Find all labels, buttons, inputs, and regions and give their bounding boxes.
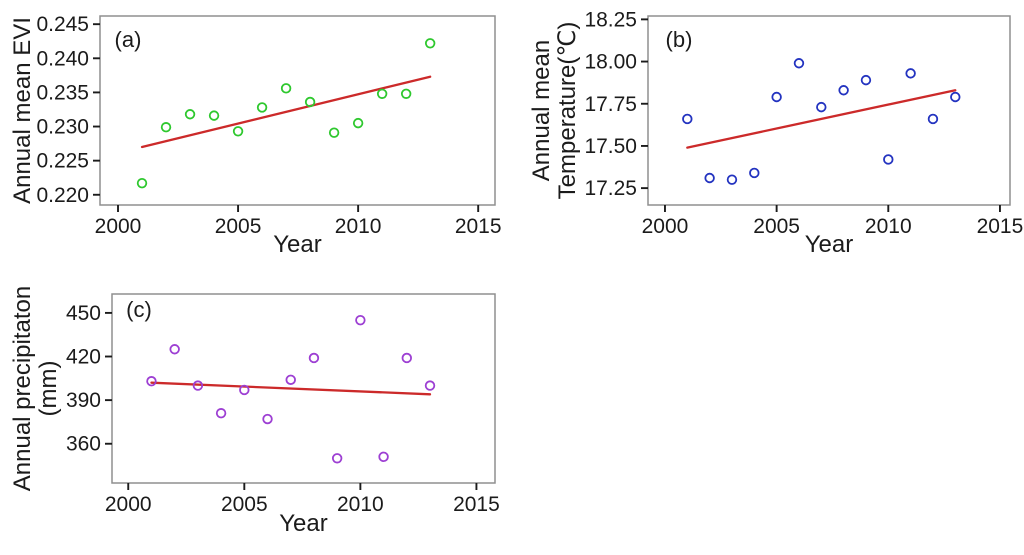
data-point bbox=[793, 58, 805, 69]
y-tick-label: 0.220 bbox=[36, 184, 89, 207]
x-tick-label: 2015 bbox=[977, 215, 1024, 238]
data-point bbox=[239, 384, 250, 396]
panel-label: (c) bbox=[126, 297, 152, 322]
data-point bbox=[927, 113, 939, 125]
y-tick-label: 360 bbox=[66, 433, 101, 456]
scatter-chart-b: 2000 2005 2010 2015 17.25 17.50 17.75 18.00 18.2… bbox=[528, 8, 1024, 258]
y-axis-label: Temperature(℃) bbox=[554, 22, 581, 200]
data-point bbox=[285, 374, 296, 385]
y-axis-label: Annual mean EVI bbox=[9, 17, 36, 204]
x-axis-label: Year bbox=[279, 510, 328, 537]
y-tick-label: 18.00 bbox=[584, 51, 637, 74]
x-tick-label: 2010 bbox=[337, 493, 384, 516]
y-tick-label: 18.25 bbox=[584, 8, 637, 31]
y-tick-label: 390 bbox=[66, 389, 101, 412]
y-tick-label: 0.225 bbox=[36, 150, 89, 173]
x-tick-label: 2015 bbox=[455, 215, 502, 238]
x-tick-label: 2010 bbox=[335, 215, 382, 238]
y-axis-label: (mm) bbox=[35, 361, 62, 417]
panel-label: (b) bbox=[666, 27, 693, 52]
data-point bbox=[378, 451, 389, 463]
data-point bbox=[169, 344, 180, 355]
data-point bbox=[883, 154, 894, 165]
x-tick-label: 2010 bbox=[865, 215, 912, 238]
plot-border bbox=[647, 15, 1011, 206]
x-tick-label: 2005 bbox=[221, 493, 268, 516]
data-point bbox=[192, 380, 204, 391]
scatter-chart-a: 2000 2005 2010 2015 0.220 0.225 0.230 0.235 0.24… bbox=[9, 13, 502, 258]
data-point bbox=[160, 122, 172, 133]
data-point bbox=[331, 453, 343, 464]
data-point bbox=[355, 314, 366, 326]
y-axis-label: Annual mean bbox=[528, 40, 555, 181]
x-tick-label: 2005 bbox=[215, 215, 262, 238]
data-point bbox=[424, 380, 436, 391]
y-axis-label: Annual precipitaton bbox=[9, 286, 36, 491]
data-point bbox=[304, 96, 316, 108]
data-point bbox=[860, 74, 872, 86]
x-axis-label: Year bbox=[805, 231, 854, 258]
data-point bbox=[308, 352, 320, 364]
data-point bbox=[256, 102, 268, 113]
y-tick-label: 450 bbox=[66, 302, 101, 325]
data-point bbox=[726, 174, 738, 185]
data-point bbox=[146, 376, 157, 387]
y-tick-label: 0.240 bbox=[36, 47, 89, 70]
data-point bbox=[771, 91, 782, 103]
y-tick-label: 17.50 bbox=[584, 135, 637, 158]
x-tick-label: 2005 bbox=[753, 215, 800, 238]
x-tick-label: 2000 bbox=[105, 493, 152, 516]
data-point bbox=[136, 177, 148, 189]
data-point bbox=[400, 88, 412, 99]
data-point bbox=[424, 38, 436, 49]
data-point bbox=[215, 408, 227, 419]
data-point bbox=[262, 413, 273, 425]
y-tick-label: 17.75 bbox=[584, 93, 637, 116]
panel-label: (a) bbox=[115, 27, 142, 52]
trend-line bbox=[140, 75, 432, 149]
data-point bbox=[208, 110, 220, 121]
y-tick-label: 0.245 bbox=[36, 13, 89, 36]
data-point bbox=[184, 109, 196, 120]
data-point bbox=[682, 113, 693, 125]
scatter-chart-c: 2000 2005 2010 2015 360 390 420 450 (c) Year Annua… bbox=[9, 286, 500, 537]
plot-border bbox=[99, 15, 496, 206]
data-point bbox=[950, 91, 961, 103]
data-point bbox=[704, 172, 715, 184]
trend-line bbox=[150, 381, 432, 396]
data-point bbox=[328, 127, 340, 138]
x-axis-label: Year bbox=[273, 231, 322, 258]
chart-panel-a: 2000 2005 2010 2015 0.220 0.225 0.230 0.235 0.24… bbox=[0, 0, 512, 265]
data-point bbox=[816, 101, 827, 113]
x-tick-label: 2015 bbox=[453, 493, 500, 516]
data-point bbox=[401, 352, 412, 364]
y-tick-label: 0.235 bbox=[36, 81, 89, 104]
trend-line bbox=[686, 89, 957, 149]
x-tick-label: 2000 bbox=[95, 215, 142, 238]
data-point bbox=[376, 88, 388, 99]
data-point bbox=[749, 167, 760, 179]
y-tick-label: 17.25 bbox=[584, 177, 637, 200]
plot-border bbox=[111, 293, 496, 484]
y-tick-label: 0.230 bbox=[36, 116, 89, 139]
chart-panel-b: 2000 2005 2010 2015 17.25 17.50 17.75 18.00 18.2… bbox=[512, 0, 1024, 265]
chart-panel-c: 2000 2005 2010 2015 360 390 420 450 (c) Year Annua… bbox=[0, 270, 512, 550]
data-point bbox=[232, 126, 244, 137]
data-point bbox=[280, 83, 292, 94]
data-point bbox=[352, 117, 364, 129]
y-tick-label: 420 bbox=[66, 346, 101, 369]
x-tick-label: 2000 bbox=[642, 215, 689, 238]
data-point bbox=[905, 68, 916, 79]
data-point bbox=[838, 85, 849, 96]
